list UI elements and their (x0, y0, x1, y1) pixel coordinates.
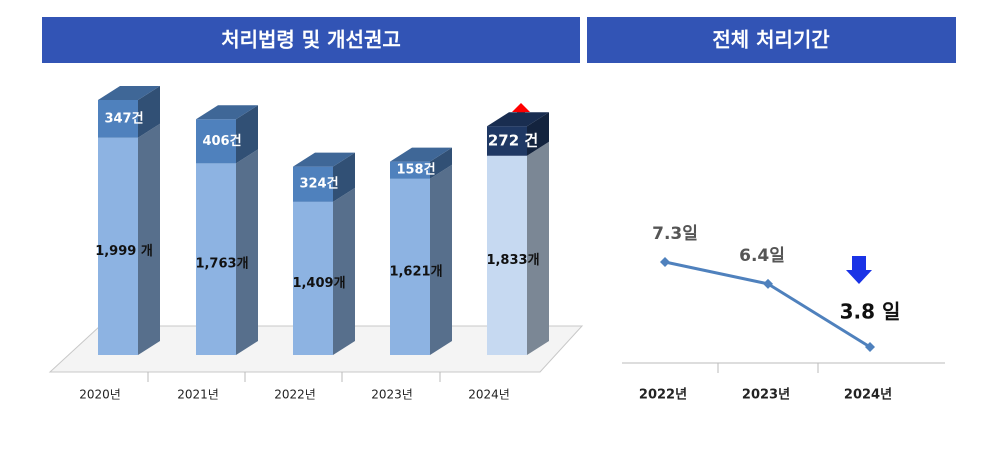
chart-title: 전체 처리기간 (712, 28, 830, 52)
bar (390, 178, 430, 355)
x-tick-label: 2020년 (79, 388, 121, 402)
x-tick-label: 2022년 (274, 388, 316, 402)
x-tick-label: 2024년 (844, 388, 892, 403)
chart-title: 처리법령 및 개선권고 (221, 28, 401, 52)
bar-side (527, 141, 549, 355)
data-label: 1,833개 (486, 253, 539, 268)
header-bar (587, 17, 956, 63)
point (763, 278, 773, 289)
bar (390, 161, 430, 179)
x-tick-label: 2023년 (371, 388, 413, 402)
bar-side (138, 123, 160, 355)
bar-side (236, 105, 258, 164)
bar (293, 166, 333, 202)
bar (98, 100, 138, 138)
bar (196, 163, 236, 355)
data-label: 1,763개 (195, 257, 248, 272)
data-label: 6.4일 (739, 246, 785, 266)
bar-side (527, 112, 549, 156)
down-arrow (846, 256, 872, 284)
bar (487, 126, 527, 156)
point (865, 342, 875, 352)
data-label: 324건 (299, 176, 338, 192)
x-tick-label: 2023년 (742, 388, 790, 403)
bar-top (487, 112, 549, 127)
bar (487, 155, 527, 355)
data-label: 158건 (396, 162, 435, 178)
bar-top (98, 86, 160, 100)
x-tick-label: 2024년 (468, 388, 510, 402)
bar (293, 201, 333, 355)
x-tick-label: 2021년 (177, 388, 219, 402)
data-label: 272 건 (488, 131, 538, 149)
point (660, 257, 670, 267)
bar-top (390, 147, 452, 162)
bar-side (236, 149, 258, 355)
data-label: 347건 (104, 110, 143, 126)
bar-top (196, 105, 258, 120)
bar-side (430, 164, 452, 355)
header-bar (42, 17, 580, 63)
bar (196, 119, 236, 164)
bar-side (333, 152, 355, 202)
data-label: 1,409개 (292, 276, 345, 291)
data-label: 3.8 일 (840, 300, 901, 324)
data-label: 406건 (202, 133, 241, 149)
data-label: 7.3일 (652, 224, 698, 244)
data-label: 1,621개 (389, 264, 442, 279)
bar-side (138, 86, 160, 138)
bar-top (293, 152, 355, 167)
bar-side (430, 147, 452, 179)
separators (147, 363, 819, 382)
bar-side (333, 187, 355, 355)
bar (98, 137, 138, 355)
x-tick-label: 2022년 (639, 388, 687, 403)
data-label: 1,999 개 (95, 244, 153, 259)
